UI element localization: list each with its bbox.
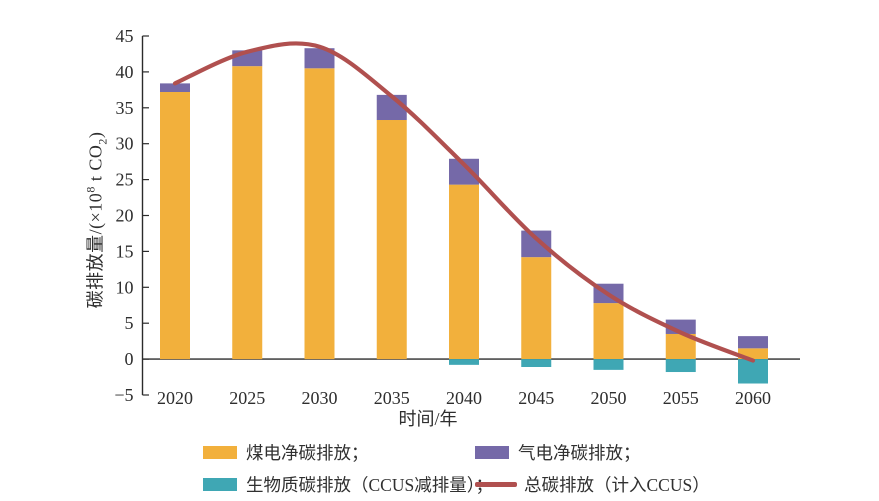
- y-axis-title-superscript: 8: [83, 186, 98, 193]
- y-axis-title: 碳排放量/(×108 t CO2): [82, 132, 111, 309]
- bar-segment-gas-2045: [521, 230, 552, 258]
- bar-segment-biomass-2060: [738, 359, 768, 384]
- total-emissions-line: [172, 41, 756, 363]
- y-tick-label: 15: [116, 241, 134, 261]
- bar-segment-gas-2030: [304, 48, 335, 69]
- bar-segment-biomass-2040: [449, 359, 479, 365]
- x-tick-label: 2025: [229, 388, 265, 408]
- bar-segment-coal-2045: [521, 257, 552, 360]
- x-tick-label: 2020: [157, 388, 193, 408]
- bar-segment-biomass-2045: [521, 359, 552, 367]
- y-tick-label: 0: [125, 349, 134, 369]
- legend-item-biomass: 生物质碳排放（CCUS减排量）；: [203, 472, 493, 497]
- legend-swatch-biomass-color-icon: [203, 478, 237, 491]
- y-tick-label: −5: [114, 385, 133, 405]
- x-tick-label: 2030: [302, 388, 338, 408]
- y-axis-title-subscript: 2: [95, 138, 110, 145]
- bar-segment-coal-2040: [449, 184, 479, 360]
- y-tick-label: 35: [116, 98, 134, 118]
- bar-segment-coal-2035: [376, 120, 407, 360]
- legend-label-total: 总碳排放（计入CCUS）: [524, 475, 710, 495]
- bar-segment-biomass-2050: [593, 359, 624, 370]
- x-tick-label: 2060: [735, 388, 771, 408]
- y-tick-label: 40: [116, 62, 134, 82]
- bar-segment-coal-2020: [160, 92, 190, 360]
- y-axis-title-unit: t CO: [85, 144, 106, 187]
- legend-swatch-coal-color-icon: [203, 446, 237, 459]
- x-axis-title: 时间/年: [398, 409, 458, 429]
- y-tick-label: 5: [125, 313, 134, 333]
- bar-segment-coal-2030: [304, 68, 335, 360]
- bar-segment-coal-2060: [738, 348, 768, 360]
- y-tick-label: 30: [116, 134, 134, 154]
- bar-segment-gas-2060: [738, 336, 768, 349]
- y-axis-title-close: ): [85, 131, 106, 139]
- legend-label-coal: 煤电净碳排放；: [246, 443, 369, 463]
- bar-segment-coal-2025: [232, 66, 263, 360]
- x-tick-label: 2045: [518, 388, 554, 408]
- y-tick-label: 25: [116, 170, 134, 190]
- bar-segment-biomass-2055: [665, 359, 696, 373]
- legend-label-gas: 气电净碳排放；: [518, 443, 641, 463]
- legend-swatch-total-line-icon: [475, 482, 517, 487]
- legend-item-total: 总碳排放（计入CCUS）: [475, 472, 710, 497]
- y-axis-title-text: 碳排放量/(×10: [85, 192, 106, 309]
- legend: 煤电净碳排放； 气电净碳排放； 生物质碳排放（CCUS减排量）； 总碳排放（计入CCU…: [203, 440, 710, 497]
- legend-item-coal: 煤电净碳排放；: [203, 440, 475, 465]
- bar-segment-coal-2050: [593, 303, 624, 360]
- x-tick-label: 2050: [591, 388, 627, 408]
- legend-item-gas: 气电净碳排放；: [475, 440, 710, 465]
- y-tick-label: 45: [116, 26, 134, 46]
- y-tick-label: 10: [116, 277, 134, 297]
- legend-swatch-gas-color-icon: [475, 446, 509, 459]
- x-tick-label: 2035: [374, 388, 410, 408]
- bar-segment-gas-2020: [160, 83, 190, 93]
- legend-label-biomass: 生物质碳排放（CCUS减排量）；: [246, 475, 493, 495]
- y-tick-label: 20: [116, 206, 134, 226]
- x-tick-label: 2040: [446, 388, 482, 408]
- x-tick-label: 2055: [663, 388, 699, 408]
